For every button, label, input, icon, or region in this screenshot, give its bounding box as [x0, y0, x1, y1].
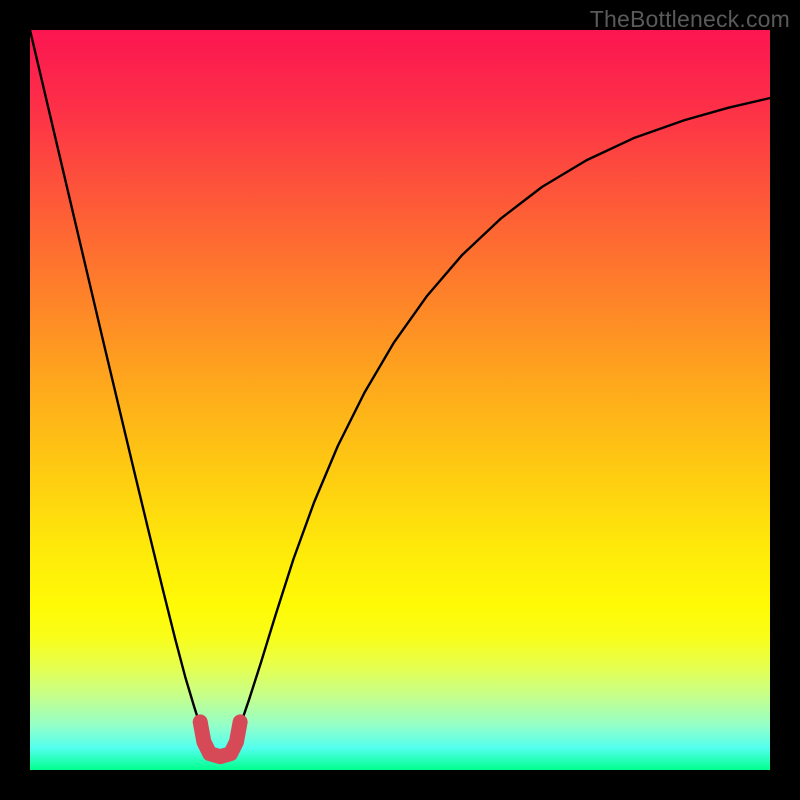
- chart-svg: [30, 30, 770, 770]
- plot-area: [30, 30, 770, 770]
- chart-background: [30, 30, 770, 770]
- watermark: TheBottleneck.com: [590, 6, 790, 33]
